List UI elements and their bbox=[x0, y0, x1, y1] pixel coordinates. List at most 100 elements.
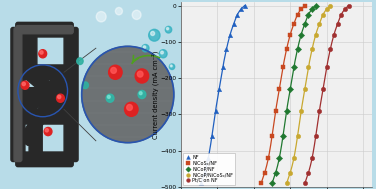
Circle shape bbox=[96, 12, 106, 22]
NiCoP/NiCoSₓ/NF bbox=[303, 88, 307, 90]
NiCoSₓ/NF bbox=[273, 110, 278, 112]
NiCoP/NF bbox=[303, 22, 307, 25]
NiCoSₓ/NF bbox=[270, 135, 274, 137]
NiCoP/NiCoSₓ/NF bbox=[306, 66, 311, 68]
NF bbox=[243, 4, 247, 7]
NiCoP/NiCoSₓ/NF bbox=[310, 48, 314, 50]
NiCoSₓ/NF bbox=[299, 8, 303, 10]
NiCoP/NiCoSₓ/NF bbox=[324, 8, 329, 10]
NiCoSₓ/NF bbox=[303, 4, 307, 7]
Circle shape bbox=[135, 69, 149, 83]
Circle shape bbox=[21, 81, 29, 89]
NiCoP/NiCoSₓ/NF bbox=[288, 171, 293, 174]
Pt/C on NF bbox=[314, 135, 318, 137]
NF bbox=[228, 33, 232, 36]
Circle shape bbox=[170, 64, 175, 70]
Line: NiCoP/NF: NiCoP/NF bbox=[270, 3, 318, 186]
FancyBboxPatch shape bbox=[16, 26, 73, 34]
NF bbox=[232, 22, 236, 25]
NiCoP/NF bbox=[295, 48, 300, 50]
NiCoP/NiCoSₓ/NF bbox=[321, 13, 325, 16]
FancyBboxPatch shape bbox=[16, 88, 73, 101]
Pt/C on NF bbox=[324, 66, 329, 68]
Circle shape bbox=[138, 90, 146, 99]
Circle shape bbox=[111, 67, 117, 73]
Circle shape bbox=[161, 51, 164, 54]
NF bbox=[235, 13, 240, 16]
NF bbox=[210, 135, 214, 137]
Circle shape bbox=[108, 95, 110, 98]
Circle shape bbox=[142, 44, 149, 52]
NiCoSₓ/NF bbox=[266, 157, 271, 159]
NiCoSₓ/NF bbox=[277, 88, 282, 90]
Line: NF: NF bbox=[199, 3, 247, 186]
FancyBboxPatch shape bbox=[17, 70, 71, 119]
Pt/C on NF bbox=[332, 33, 336, 36]
Circle shape bbox=[40, 51, 43, 54]
Circle shape bbox=[44, 127, 52, 136]
Circle shape bbox=[22, 82, 25, 86]
NF bbox=[217, 88, 221, 90]
NiCoP/NF bbox=[288, 88, 293, 90]
NiCoP/NF bbox=[277, 157, 282, 159]
NiCoSₓ/NF bbox=[259, 182, 263, 185]
Pt/C on NF bbox=[317, 110, 321, 112]
Circle shape bbox=[149, 29, 160, 41]
Circle shape bbox=[127, 105, 132, 110]
FancyBboxPatch shape bbox=[16, 109, 73, 124]
NF bbox=[206, 157, 211, 159]
NiCoP/NF bbox=[284, 110, 289, 112]
NF bbox=[239, 8, 243, 10]
FancyBboxPatch shape bbox=[16, 152, 73, 167]
NiCoSₓ/NF bbox=[281, 66, 285, 68]
Y-axis label: Current density (mA cm⁻²): Current density (mA cm⁻²) bbox=[151, 50, 159, 139]
Circle shape bbox=[132, 10, 141, 19]
FancyBboxPatch shape bbox=[14, 27, 22, 162]
NiCoSₓ/NF bbox=[295, 13, 300, 16]
Circle shape bbox=[82, 46, 174, 143]
Circle shape bbox=[143, 46, 146, 48]
NiCoP/NiCoSₓ/NF bbox=[328, 4, 333, 7]
NF bbox=[221, 66, 225, 68]
NiCoSₓ/NF bbox=[262, 171, 267, 174]
NiCoSₓ/NF bbox=[284, 48, 289, 50]
Circle shape bbox=[109, 65, 122, 79]
Pt/C on NF bbox=[303, 182, 307, 185]
FancyBboxPatch shape bbox=[16, 22, 73, 37]
NiCoP/NF bbox=[314, 4, 318, 7]
Circle shape bbox=[170, 65, 172, 67]
Legend: NF, NiCoSₓ/NF, NiCoP/NF, NiCoP/NiCoSₓ/NF, Pt/C on NF: NF, NiCoSₓ/NF, NiCoP/NF, NiCoP/NiCoSₓ/NF… bbox=[183, 153, 235, 185]
FancyBboxPatch shape bbox=[16, 65, 73, 80]
Circle shape bbox=[77, 58, 83, 64]
Pt/C on NF bbox=[306, 171, 311, 174]
Pt/C on NF bbox=[343, 8, 347, 10]
NiCoP/NiCoSₓ/NF bbox=[299, 110, 303, 112]
Circle shape bbox=[115, 7, 123, 15]
NF bbox=[202, 171, 207, 174]
NiCoP/NF bbox=[306, 13, 311, 16]
NiCoP/NF bbox=[310, 8, 314, 10]
Circle shape bbox=[167, 28, 169, 30]
Line: Pt/C on NF: Pt/C on NF bbox=[303, 3, 351, 186]
Pt/C on NF bbox=[321, 88, 325, 90]
NiCoP/NiCoSₓ/NF bbox=[317, 22, 321, 25]
NiCoP/NiCoSₓ/NF bbox=[284, 182, 289, 185]
Circle shape bbox=[39, 50, 47, 58]
NiCoSₓ/NF bbox=[292, 22, 296, 25]
Pt/C on NF bbox=[335, 22, 340, 25]
Pt/C on NF bbox=[328, 48, 333, 50]
Circle shape bbox=[124, 102, 138, 116]
FancyBboxPatch shape bbox=[17, 61, 71, 110]
NiCoP/NiCoSₓ/NF bbox=[314, 33, 318, 36]
NiCoP/NF bbox=[281, 135, 285, 137]
Pt/C on NF bbox=[339, 13, 344, 16]
FancyBboxPatch shape bbox=[20, 81, 66, 146]
FancyBboxPatch shape bbox=[11, 27, 25, 162]
Circle shape bbox=[82, 82, 88, 89]
FancyBboxPatch shape bbox=[29, 115, 42, 162]
Circle shape bbox=[58, 95, 61, 99]
FancyBboxPatch shape bbox=[64, 27, 78, 162]
NiCoP/NF bbox=[270, 182, 274, 185]
Circle shape bbox=[106, 94, 114, 102]
NF bbox=[224, 48, 229, 50]
